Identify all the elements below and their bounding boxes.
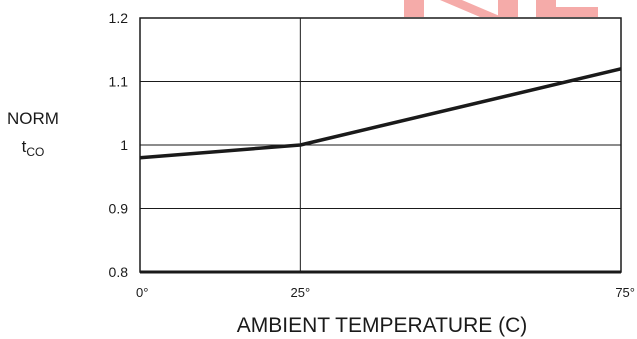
x-tick-label: 0° (136, 285, 148, 300)
y-tick-label: 0.8 (109, 264, 129, 280)
y-axis-label-quantity: tCO (22, 137, 45, 159)
y-axis-label-base: t (22, 137, 27, 156)
series-layer (139, 67, 622, 160)
y-tick-label: 1.1 (109, 74, 129, 90)
series-line (139, 67, 622, 160)
y-tick-label: 1 (120, 137, 128, 153)
data-point (139, 157, 141, 159)
x-tick-label: 25° (290, 285, 310, 300)
y-tick-label: 0.9 (109, 201, 129, 217)
grid-lines (140, 18, 621, 272)
data-point (620, 68, 622, 70)
y-tick-label: 1.2 (109, 10, 129, 26)
y-axis-label-subscript: CO (26, 145, 44, 159)
data-point (299, 144, 301, 146)
y-axis-label-main: NORM (7, 109, 59, 128)
x-axis-title: AMBIENT TEMPERATURE (C) (237, 314, 528, 337)
x-tick-label: 75° (615, 285, 635, 300)
x-tick-labels: 0° 25° 75° (136, 285, 635, 300)
watermark (404, 0, 598, 17)
y-tick-labels: 0.8 0.9 1 1.1 1.2 (109, 10, 129, 280)
